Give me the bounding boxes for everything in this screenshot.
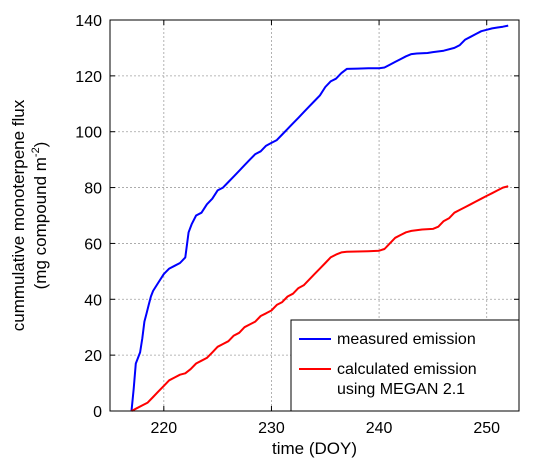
x-axis-label: time (DOY): [272, 439, 357, 458]
legend-label-line: using MEGAN 2.1: [337, 381, 465, 398]
series-line-calculated: [131, 185, 509, 412]
y-tick-label: 80: [84, 181, 102, 198]
y-axis-label-line2: (mg compound m-2): [30, 142, 50, 290]
y-tick-label: 60: [84, 236, 102, 253]
y-axis-label-close: ): [31, 142, 50, 148]
x-tick-label: 250: [473, 420, 500, 437]
legend-label-line: calculated emission: [337, 361, 477, 378]
legend-items: measured emission calculated emission usin…: [299, 331, 477, 398]
series-line-measured: [130, 24, 509, 412]
legend-label: measured emission: [337, 331, 476, 348]
y-tick-label: 20: [84, 348, 102, 365]
y-tick-label: 120: [75, 69, 102, 86]
x-tick-label: 240: [366, 420, 393, 437]
axis-ticks: 220 230 240 250 0 20 40 60 80 100 120 140: [75, 13, 519, 437]
y-tick-label: 0: [93, 404, 102, 421]
y-tick-label: 140: [75, 13, 102, 30]
legend-label-line: measured emission: [337, 331, 476, 348]
y-axis-label: cummulative monoterpene flux (mg compoun…: [9, 99, 50, 331]
y-axis-label-line1: cummulative monoterpene flux: [9, 99, 28, 331]
y-axis-label-exponent: -2: [30, 147, 42, 157]
y-axis-label-unit: (mg compound m: [31, 157, 50, 289]
legend-box: [290, 319, 520, 412]
legend: measured emission calculated emission usin…: [290, 319, 520, 412]
series-layer: [130, 24, 509, 412]
y-tick-label: 40: [84, 292, 102, 309]
x-tick-label: 230: [258, 420, 285, 437]
x-tick-label: 220: [150, 420, 177, 437]
y-tick-label: 100: [75, 125, 102, 142]
legend-label: calculated emission using MEGAN 2.1: [337, 361, 477, 398]
